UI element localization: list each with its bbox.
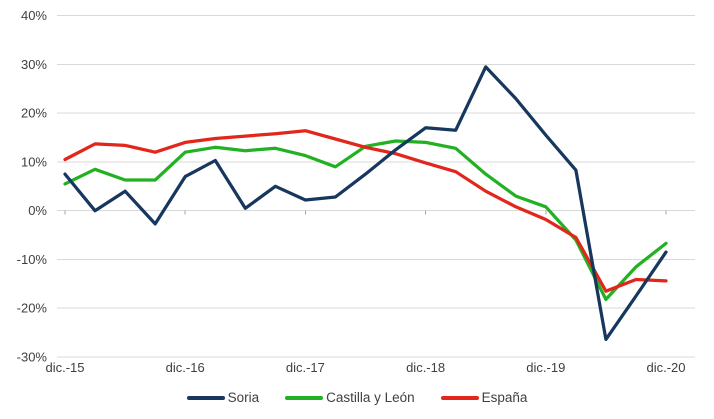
legend-label-espana: España <box>481 390 528 405</box>
x-axis-tick-label: dic.-18 <box>406 360 445 375</box>
legend-label-soria: Soria <box>227 390 260 405</box>
y-axis-tick-label: 10% <box>21 154 47 169</box>
chart-legend: Soria Castilla y León España <box>0 390 714 405</box>
legend-item-soria: Soria <box>186 390 260 405</box>
x-axis-tick-label: dic.-20 <box>646 360 685 375</box>
series-line-castilla-y-león <box>63 139 668 302</box>
x-axis-tick-label: dic.-17 <box>286 360 325 375</box>
y-axis-tick-label: -30% <box>17 350 48 365</box>
y-axis-tick-label: -20% <box>17 301 48 316</box>
x-axis-tick-label: dic.-15 <box>45 360 84 375</box>
chart-plot-area: 40% 30% 20% 10% 0% -10% -20% -30%dic.-15 dic.-16… <box>17 8 695 375</box>
series-line-españa <box>63 129 668 293</box>
y-axis-tick-label: 0% <box>28 203 47 218</box>
x-axis-tick-label: dic.-16 <box>166 360 205 375</box>
legend-item-espana: España <box>440 390 528 405</box>
legend-swatch-0 <box>186 395 225 400</box>
legend-swatch-1 <box>285 395 324 400</box>
y-axis-tick-label: -10% <box>17 252 48 267</box>
series-line-soria <box>63 65 668 342</box>
x-axis-tick-label: dic.-19 <box>526 360 565 375</box>
y-axis-tick-label: 30% <box>21 57 47 72</box>
y-axis-tick-label: 20% <box>21 106 47 121</box>
legend-swatch-2 <box>440 395 479 400</box>
legend-label-castilla-y-leon: Castilla y León <box>326 390 415 405</box>
y-axis-tick-label: 40% <box>21 8 47 23</box>
legend-item-castilla-y-leon: Castilla y León <box>285 390 415 405</box>
